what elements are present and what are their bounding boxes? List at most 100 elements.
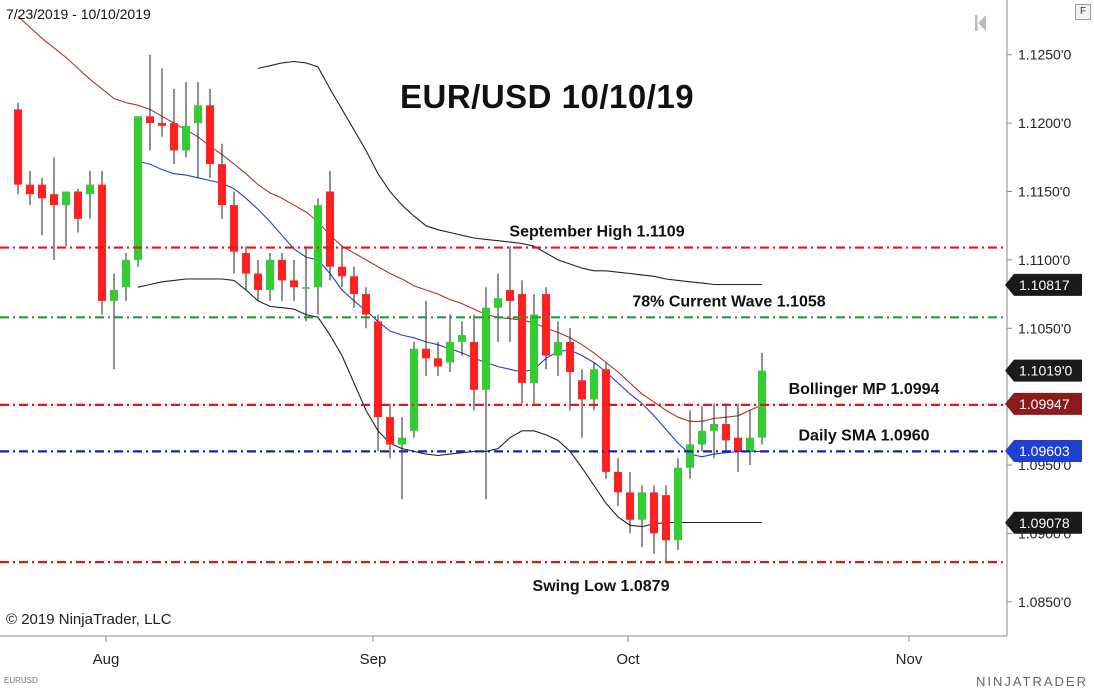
price-tick-label: 1.1150'0 <box>1018 183 1070 199</box>
candle-body <box>302 287 310 289</box>
candle-body <box>398 437 406 445</box>
candle-body <box>530 314 538 383</box>
properties-button[interactable]: F <box>1075 4 1091 20</box>
candle-body <box>422 348 430 359</box>
candle-body <box>110 289 118 301</box>
level-label: September High 1.1109 <box>509 224 684 241</box>
candlestick-series <box>14 54 766 563</box>
candle-body <box>182 125 190 151</box>
candle-body <box>122 259 130 288</box>
price-tag: 1.09078 <box>1005 511 1082 534</box>
candle-body <box>578 380 586 400</box>
price-tag-background <box>1005 273 1082 296</box>
candle-body <box>374 321 382 418</box>
instrument-label: EURUSD <box>4 676 38 685</box>
candle-body <box>146 116 154 124</box>
price-tag-background <box>1005 392 1082 415</box>
candle-body <box>734 437 742 452</box>
candle-body <box>362 294 370 315</box>
brand-text: NINJATRADER <box>975 674 1088 689</box>
time-tick-label: Oct <box>616 651 640 668</box>
candle-body <box>446 341 454 363</box>
candle-body <box>686 444 694 468</box>
chart-title: EUR/USD 10/10/19 <box>400 78 695 115</box>
candle-body <box>194 105 202 124</box>
level-label: Bollinger MP 1.0994 <box>789 381 940 398</box>
price-tag-background <box>1005 359 1082 382</box>
candle-body <box>722 424 730 441</box>
candle-body <box>50 194 58 206</box>
candle-body <box>554 341 562 356</box>
candle-body <box>134 116 142 260</box>
level-label: Swing Low 1.0879 <box>533 578 670 595</box>
candle-body <box>158 123 166 126</box>
candle-body <box>638 492 646 520</box>
candle-body <box>662 495 670 541</box>
candle-body <box>38 184 46 199</box>
candle-body <box>566 341 574 373</box>
candle-body <box>482 307 490 390</box>
price-tag-label: 1.1019'0 <box>1019 363 1072 379</box>
level-label: Daily SMA 1.0960 <box>798 427 929 444</box>
candle-body <box>674 467 682 541</box>
candle-body <box>62 191 70 206</box>
candle-body <box>170 123 178 151</box>
price-tag: 1.1019'0 <box>1005 359 1082 382</box>
price-tag: 1.10817 <box>1005 273 1082 296</box>
candle-body <box>218 164 226 206</box>
price-tag-label: 1.10817 <box>1019 277 1070 293</box>
price-tags: 1.10817 1.1019'0 1.09947 1.09603 1.09078 <box>1005 273 1082 534</box>
price-tick-label: 1.0850'0 <box>1018 594 1071 610</box>
scroll-to-start-icon[interactable] <box>972 12 990 34</box>
candle-body <box>746 437 754 452</box>
price-tag-label: 1.09078 <box>1019 515 1070 531</box>
candle-body <box>614 471 622 493</box>
candle-body <box>458 335 466 342</box>
price-tick-label: 1.1250'0 <box>1018 47 1071 63</box>
price-tag-background <box>1005 511 1082 534</box>
level-label: 78% Current Wave 1.1058 <box>632 293 825 310</box>
candle-body <box>542 294 550 356</box>
candle-body <box>98 184 106 301</box>
bollinger-upper-line <box>257 60 762 286</box>
time-tick-label: Aug <box>93 651 120 668</box>
time-axis: Aug Sep Oct Nov <box>93 636 923 668</box>
candle-body <box>386 417 394 445</box>
time-tick-label: Sep <box>360 651 387 668</box>
candle-body <box>326 191 334 267</box>
candle-body <box>26 184 34 195</box>
candle-body <box>266 259 274 290</box>
candle-body <box>410 348 418 431</box>
candle-body <box>206 105 214 165</box>
candle-body <box>278 259 286 281</box>
copyright-text: © 2019 NinjaTrader, LLC <box>6 611 172 628</box>
candle-body <box>710 424 718 431</box>
candle-body <box>602 369 610 472</box>
candle-body <box>74 191 82 219</box>
candle-body <box>254 273 262 290</box>
candle-body <box>14 109 22 185</box>
price-tick-label: 1.1200'0 <box>1018 115 1071 131</box>
price-tag: 1.09947 <box>1005 392 1082 415</box>
candle-body <box>506 289 514 301</box>
candle-body <box>242 253 250 274</box>
candle-body <box>338 266 346 277</box>
date-range-label: 7/23/2019 - 10/10/2019 <box>6 6 151 22</box>
price-tick-label: 1.1050'0 <box>1018 320 1071 336</box>
time-tick-label: Nov <box>896 651 923 668</box>
indicator-lines <box>17 15 763 528</box>
candle-body <box>290 280 298 288</box>
candle-body <box>626 492 634 520</box>
candle-body <box>698 430 706 445</box>
price-tag-label: 1.09603 <box>1019 443 1070 459</box>
price-tag: 1.09603 <box>1005 439 1082 462</box>
candle-body <box>650 492 658 534</box>
bollinger-mid-line <box>17 15 763 422</box>
horizontal-levels: September High 1.1109 78% Current Wave 1.… <box>0 224 1007 595</box>
price-tag-label: 1.09947 <box>1019 396 1070 412</box>
price-tick-label: 1.1100'0 <box>1018 252 1070 268</box>
candle-body <box>86 184 94 195</box>
candle-body <box>470 341 478 390</box>
price-tag-background <box>1005 439 1082 462</box>
